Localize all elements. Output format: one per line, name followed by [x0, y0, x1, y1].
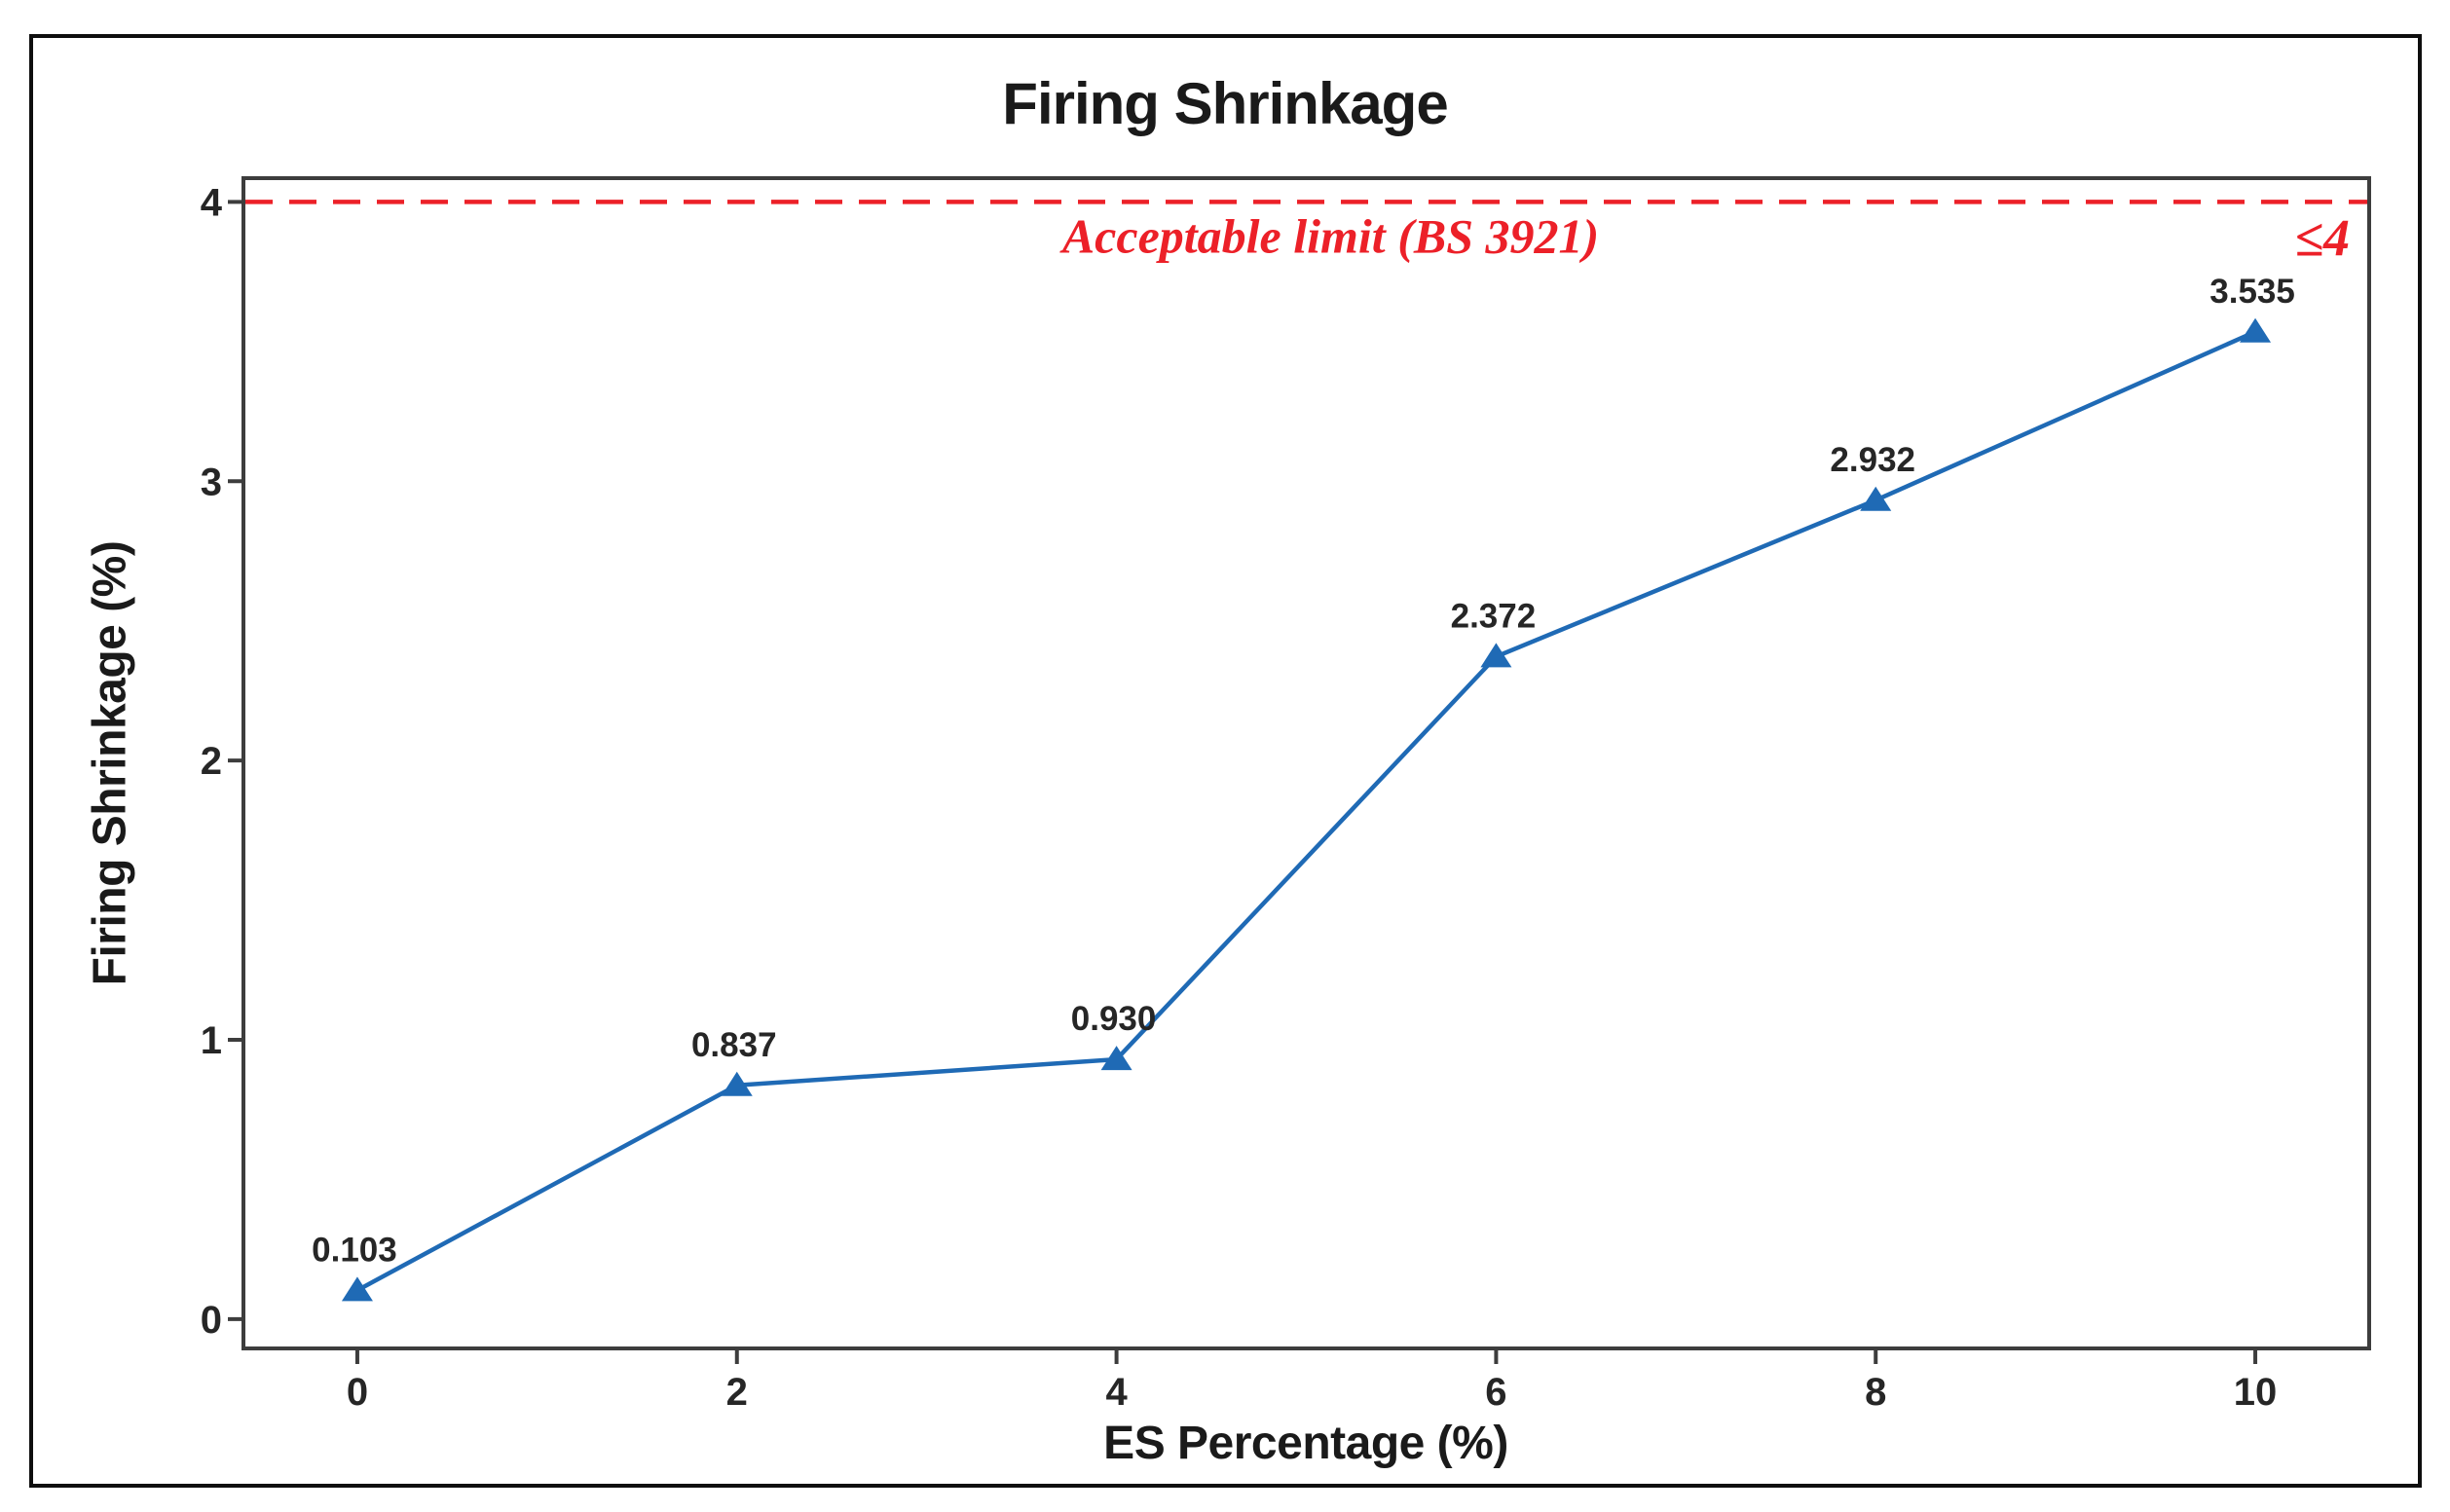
data-point-label: 0.103: [312, 1231, 397, 1269]
x-tick-label: 4: [1105, 1371, 1128, 1414]
x-tick-label: 6: [1485, 1371, 1506, 1414]
y-tick-label: 3: [201, 461, 222, 503]
acceptable-limit-value: ≤4: [2294, 208, 2350, 267]
data-point-label: 2.372: [1451, 597, 1537, 635]
data-point-marker: [341, 1276, 373, 1302]
x-tick-label: 0: [347, 1371, 368, 1414]
figure-border: [29, 34, 2422, 1488]
data-point-marker: [1480, 643, 1512, 668]
chart-title: Firing Shrinkage: [1002, 71, 1448, 136]
y-tick-label: 4: [201, 181, 223, 224]
x-tick-label: 8: [1865, 1371, 1886, 1414]
data-point-label: 0.837: [691, 1026, 777, 1064]
series-line: [355, 329, 2256, 1293]
y-tick-label: 2: [201, 740, 222, 783]
data-point-label: 0.930: [1071, 1000, 1157, 1038]
data-point-marker: [1860, 486, 1892, 511]
x-axis-title: ES Percentage (%): [1103, 1418, 1508, 1469]
x-tick-label: 10: [2234, 1371, 2278, 1414]
data-point-marker: [721, 1071, 753, 1096]
y-tick-label: 1: [201, 1019, 222, 1062]
data-point-label: 3.535: [2209, 273, 2295, 311]
plot-spines: [241, 176, 2371, 1350]
data-point-marker: [2240, 317, 2272, 343]
x-tick-label: 2: [726, 1371, 748, 1414]
y-tick-label: 0: [201, 1299, 222, 1342]
data-point-label: 2.932: [1830, 441, 1915, 479]
data-point-marker: [1100, 1046, 1132, 1071]
acceptable-limit-label: Acceptable limit (BS 3921): [1059, 208, 1599, 263]
